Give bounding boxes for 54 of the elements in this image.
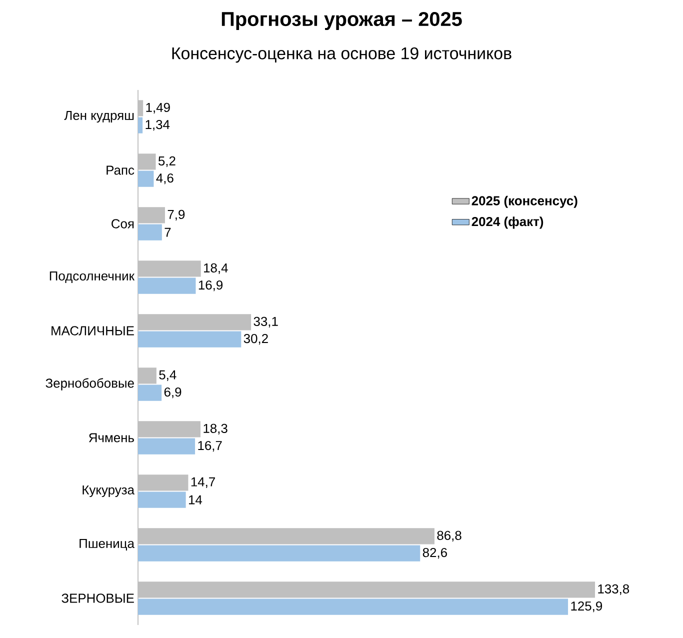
- bar: [138, 154, 156, 170]
- data-label: 18,4: [204, 263, 228, 274]
- bar: [138, 582, 596, 598]
- data-label: 5,4: [159, 370, 176, 381]
- bar: [138, 438, 196, 454]
- data-label: 30,2: [244, 334, 268, 345]
- data-label: 7,9: [168, 210, 185, 221]
- legend-label: 2024 (факт): [472, 216, 544, 229]
- y-tick-label: ЗЕРНОВЫЕ: [62, 594, 134, 603]
- y-tick-label: Соя: [112, 219, 134, 228]
- y-tick-label: Рапс: [106, 166, 134, 175]
- y-tick-label: Кукуруза: [82, 485, 134, 498]
- chart-title: Прогнозы урожая – 2025: [222, 12, 462, 30]
- y-tick-label: МАСЛИЧНЫЕ: [52, 326, 134, 336]
- data-label: 14,7: [191, 477, 215, 488]
- data-label: 1,49: [146, 102, 170, 114]
- bar: [138, 117, 143, 134]
- data-label: 133,8: [598, 584, 630, 596]
- bar: [138, 474, 188, 491]
- bar: [138, 384, 162, 401]
- bar: [138, 598, 568, 615]
- bar: [138, 314, 252, 330]
- chart-subtitle: Консенсус-оценка на основе 19 источников: [172, 47, 512, 63]
- bar: [138, 545, 420, 562]
- bar: [138, 492, 186, 508]
- y-tick-label: Пшеница: [80, 539, 134, 550]
- data-label: 4,6: [156, 173, 174, 184]
- data-label: 82,6: [422, 548, 447, 559]
- bar: [138, 368, 156, 384]
- bar: [138, 224, 162, 240]
- bar: [138, 170, 154, 187]
- bar: [138, 260, 201, 277]
- data-label: 86,8: [437, 530, 462, 542]
- y-tick-label: Ячмень: [88, 433, 134, 442]
- legend-label: 2025 (консенсус): [472, 196, 578, 208]
- data-label: 6,9: [164, 387, 182, 398]
- bar: [138, 331, 242, 348]
- data-label: 16,9: [198, 280, 223, 292]
- bar: [138, 100, 144, 116]
- bar: [138, 278, 196, 294]
- data-label: 125,9: [571, 601, 602, 612]
- data-label: 16,7: [198, 440, 222, 452]
- data-label: 7: [164, 228, 171, 237]
- data-label: 18,3: [204, 424, 228, 435]
- y-tick-label: Зернобобовые: [46, 378, 134, 390]
- bar: [138, 207, 165, 224]
- data-label: 1,34: [146, 120, 170, 131]
- data-label: 5,2: [158, 156, 176, 168]
- bar: [138, 528, 434, 544]
- data-label: 33,1: [254, 316, 278, 328]
- y-tick-label: Лен кудряш: [64, 110, 134, 123]
- data-label: 14: [189, 495, 202, 504]
- y-tick-label: Подсолнечник: [50, 272, 135, 283]
- bar: [138, 421, 201, 438]
